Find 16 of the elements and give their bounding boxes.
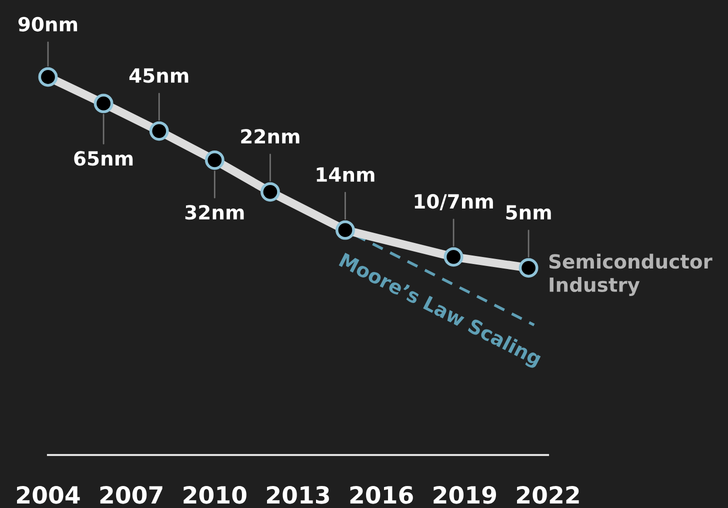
x-tick-label: 2022 — [517, 486, 579, 504]
annotation: 32nm — [185, 204, 244, 220]
annotation: 14nm — [316, 167, 374, 182]
annotation: 45nm — [129, 68, 188, 83]
x-tick-label: 2004 — [17, 486, 80, 504]
annotation: 22nm — [241, 128, 300, 144]
annotation: 65nm — [74, 151, 133, 166]
x-tick-label: 2007 — [100, 486, 162, 504]
annotation: 5nm — [506, 205, 551, 220]
series-label: Semiconductor Industry — [549, 254, 712, 296]
x-tick-label: 2019 — [434, 486, 496, 504]
x-tick-label: 2016 — [350, 486, 413, 504]
x-tick-label: 2013 — [267, 486, 329, 504]
x-tick-label: 2010 — [184, 486, 246, 504]
annotation: 90nm — [18, 16, 78, 32]
annotation: 10/7nm — [414, 194, 493, 210]
